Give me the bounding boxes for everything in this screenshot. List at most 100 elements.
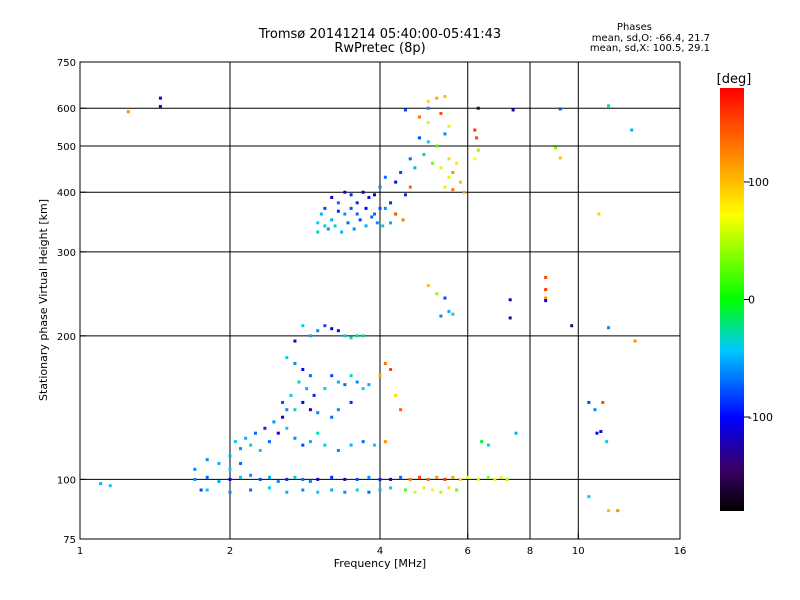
x-axis-label: Frequency [MHz] — [334, 557, 426, 570]
echo-point — [233, 440, 237, 444]
echo-point — [239, 461, 243, 465]
echo-point — [301, 324, 305, 328]
echo-point — [383, 206, 387, 210]
echo-point — [305, 387, 309, 391]
echo-point — [607, 104, 611, 108]
echo-point — [343, 383, 347, 387]
echo-point — [451, 170, 455, 174]
echo-point — [205, 475, 209, 479]
echo-point — [361, 387, 365, 391]
colorbar — [720, 88, 744, 511]
echo-point — [361, 440, 365, 444]
echo-point — [558, 107, 562, 111]
echo-point — [426, 99, 430, 103]
echo-point — [364, 206, 368, 210]
echo-point — [316, 329, 320, 333]
echo-point — [258, 477, 262, 481]
echo-point — [570, 324, 574, 328]
echo-point — [281, 400, 285, 404]
x-tick-label: 1 — [77, 546, 83, 557]
echo-point — [426, 121, 430, 125]
echo-point — [505, 477, 509, 481]
colorbar-tick-label: 0 — [748, 294, 755, 307]
echo-point — [439, 314, 443, 318]
echo-point — [158, 96, 162, 100]
echo-point — [451, 312, 455, 316]
echo-point — [364, 224, 368, 228]
echo-point — [267, 486, 271, 490]
echo-point — [455, 161, 459, 165]
echo-point — [205, 488, 209, 492]
echo-point — [447, 157, 451, 161]
echo-point — [587, 495, 591, 499]
echo-point — [389, 201, 393, 205]
x-tick-label: 6 — [465, 546, 471, 557]
echo-point — [394, 212, 398, 216]
echo-point — [349, 193, 353, 197]
echo-point — [426, 140, 430, 144]
echo-point — [553, 146, 557, 150]
echo-point — [480, 440, 484, 444]
echo-point — [499, 475, 503, 479]
echo-point — [458, 477, 462, 481]
echo-point — [435, 144, 439, 148]
echo-point — [435, 96, 439, 100]
echo-point — [308, 440, 312, 444]
echo-point — [193, 477, 197, 481]
echo-point — [443, 185, 447, 189]
echo-point — [323, 206, 327, 210]
echo-point — [239, 447, 243, 451]
echo-point — [343, 334, 347, 338]
echo-point — [308, 408, 312, 412]
echo-points — [99, 94, 637, 513]
echo-point — [326, 227, 330, 231]
y-tick-label: 750 — [57, 58, 76, 69]
echo-point — [381, 224, 385, 228]
y-tick-label: 75 — [63, 535, 76, 546]
echo-point — [508, 316, 512, 320]
echo-point — [373, 443, 377, 447]
phases-heading: Phases — [616, 22, 652, 33]
echo-point — [408, 477, 412, 481]
echo-point — [417, 136, 421, 140]
echo-point — [408, 157, 412, 161]
echo-point — [346, 221, 350, 225]
echo-point — [455, 488, 459, 492]
echo-point — [228, 467, 232, 471]
echo-point — [462, 190, 466, 194]
echo-point — [349, 336, 353, 340]
echo-point — [217, 479, 221, 483]
echo-point — [630, 128, 634, 132]
echo-point — [511, 108, 515, 112]
echo-point — [473, 157, 477, 161]
y-tick-label: 300 — [57, 248, 76, 259]
echo-point — [373, 212, 377, 216]
echo-point — [443, 132, 447, 136]
echo-point — [249, 488, 253, 492]
echo-point — [316, 411, 320, 415]
echo-point — [199, 488, 203, 492]
colorbar-label: [deg] — [717, 72, 752, 87]
echo-point — [336, 209, 340, 213]
echo-point — [508, 298, 512, 302]
echo-point — [383, 440, 387, 444]
echo-point — [355, 380, 359, 384]
echo-point — [343, 190, 347, 194]
echo-point — [361, 190, 365, 194]
echo-point — [544, 276, 548, 280]
echo-point — [330, 327, 334, 331]
echo-point — [475, 136, 479, 140]
echo-point — [486, 475, 490, 479]
echo-point — [349, 400, 353, 404]
echo-point — [426, 283, 430, 287]
echo-point — [205, 458, 209, 462]
y-tick-label: 400 — [57, 188, 76, 199]
echo-point — [336, 408, 340, 412]
echo-point — [431, 161, 435, 165]
echo-point — [330, 218, 334, 222]
echo-point — [316, 431, 320, 435]
echo-point — [355, 212, 359, 216]
echo-point — [355, 477, 359, 481]
echo-point — [607, 326, 611, 330]
